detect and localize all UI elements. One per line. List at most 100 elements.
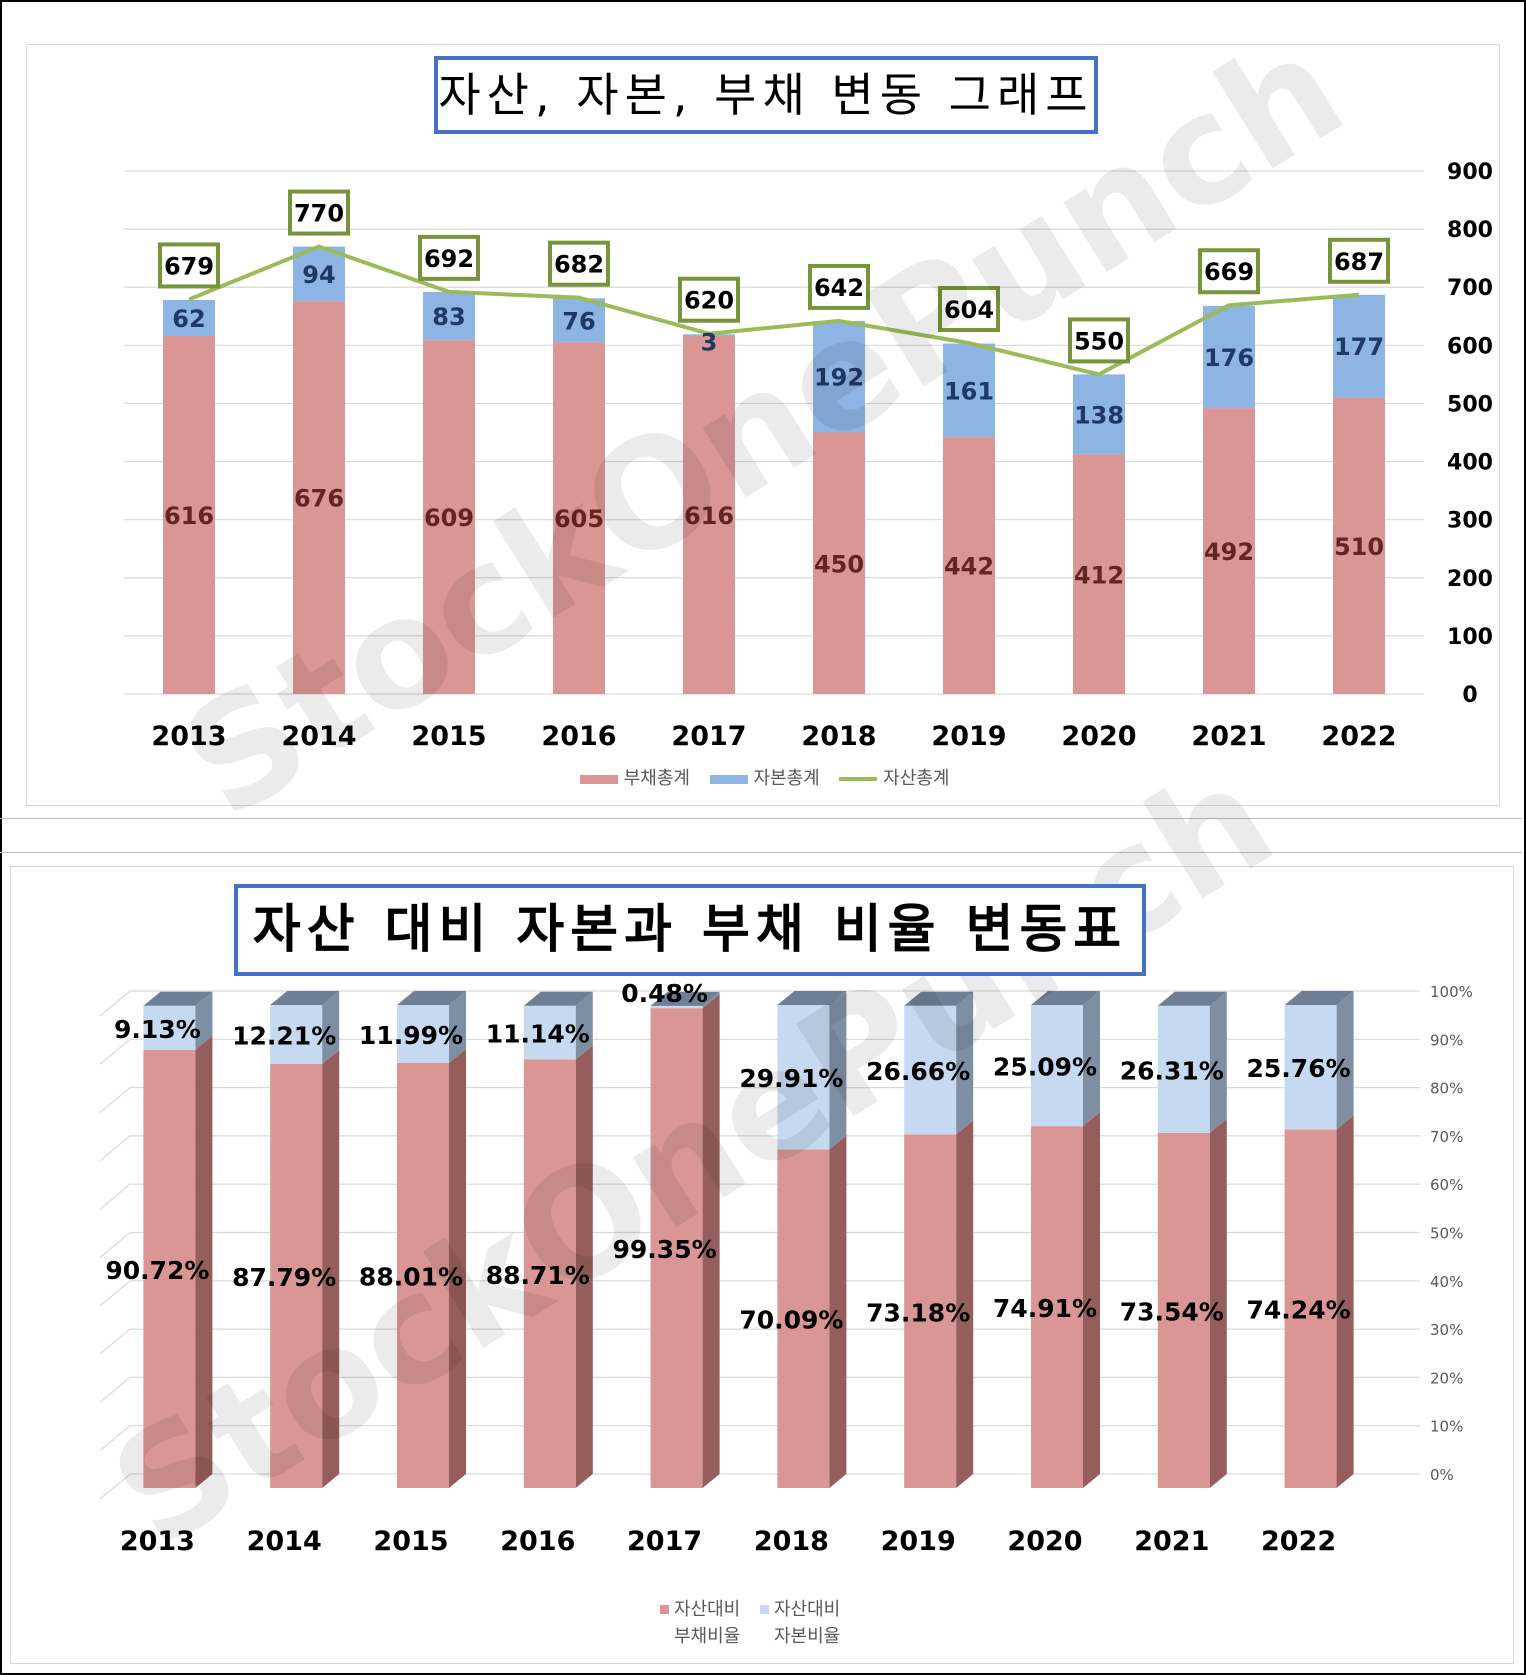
gridline-diagonal [99,1135,131,1162]
legend-label: 자본비율 [773,1626,841,1647]
bar-side-debt [956,1120,974,1488]
y-tick-label: 800 [1447,218,1493,243]
gridline-diagonal [99,1087,131,1114]
data-label-debt-ratio: 90.72% [105,1256,209,1285]
legend-item-debt-ratio: 자산대비 부채비율 [660,1596,740,1650]
y-tick-label: 30% [1430,1321,1463,1339]
bar-side-debt [702,994,720,1488]
data-label-equity: 177 [1334,333,1384,361]
bar-side-equity [449,991,466,1063]
data-label-equity-ratio: 26.66% [866,1057,970,1086]
data-label-box-assets [548,240,610,287]
bar-liabilities [1333,397,1385,694]
bar-debt-ratio [270,1063,323,1488]
bar-equity [1333,294,1385,398]
legend-item-liabilities: 부채총계 [580,764,690,790]
x-tick-label: 2014 [281,721,356,752]
legend-label: 자산대비 [773,1599,841,1620]
bar-top-face [1157,991,1227,1006]
data-label-box-assets [158,242,220,289]
chart2-panel [10,866,1514,1664]
data-label-debt-ratio: 73.18% [866,1298,970,1327]
x-tick-label: 2016 [500,1526,575,1557]
bar-side-debt [1336,1115,1354,1488]
data-label-liabilities: 510 [1334,533,1384,561]
data-label-assets: 620 [684,287,734,315]
bar-side-debt [449,1048,466,1488]
data-label-equity-ratio: 25.09% [993,1053,1097,1082]
data-label-box-assets [938,286,1000,333]
legend-swatch [660,1605,669,1614]
bar-side-debt [575,1045,593,1488]
bar-liabilities [683,336,735,694]
x-tick-label: 2021 [1191,721,1266,752]
bar-equity [1073,374,1125,455]
separator-line [0,818,1522,819]
gridline-diagonal [99,1280,131,1307]
bar-debt-ratio [397,1062,449,1488]
chart1-plot: 616 62 676 94 609 83 605 76 616 3 450 192 442 161 412 1… [124,160,1493,752]
legend-label: 부채비율 [674,1626,741,1647]
bar-equity-ratio [904,1005,957,1135]
bar-side-debt [195,1035,213,1488]
bar-equity [423,291,475,341]
data-label-equity: 83 [432,303,465,331]
y-tick-label: 400 [1447,451,1493,476]
y-tick-label: 500 [1447,392,1493,417]
bar-debt-ratio [1031,1126,1083,1488]
data-label-equity: 94 [302,261,335,289]
bar-side-equity [575,991,593,1060]
bar-liabilities [813,432,865,694]
bar-equity-ratio [1284,1005,1337,1130]
data-label-equity-ratio: 11.99% [359,1021,463,1050]
data-label-equity: 176 [1204,344,1254,372]
bar-top-face [143,991,213,1006]
x-tick-label: 2018 [801,721,876,752]
x-tick-label: 2013 [120,1526,195,1557]
legend-label: 자산대비 [674,1599,741,1620]
data-label-assets: 687 [1334,248,1384,276]
y-tick-label: 50% [1430,1225,1463,1243]
gridline-diagonal [99,1038,131,1065]
bar-side-debt [1209,1118,1227,1488]
line-assets [188,244,1360,377]
bar-side-equity [1336,991,1354,1130]
data-label-debt-ratio: 87.79% [232,1263,336,1292]
bar-liabilities [163,336,215,694]
x-tick-label: 2014 [247,1526,322,1557]
bar-debt-ratio [777,1149,830,1488]
legend-swatch [580,774,618,784]
bar-top-face [904,991,974,1006]
x-tick-label: 2017 [627,1526,702,1557]
data-label-box-assets [288,189,350,236]
y-tick-label: 90% [1430,1031,1463,1049]
data-label-debt-ratio: 74.91% [993,1294,1097,1323]
legend-label: 자산총계 [883,768,950,789]
data-label-box-assets [1068,317,1130,364]
y-tick-label: 70% [1430,1128,1463,1146]
data-label-assets: 550 [1074,327,1124,355]
bar-equity [813,320,865,433]
bar-debt-ratio [650,1008,703,1488]
data-label-debt-ratio: 99.35% [613,1235,717,1264]
y-tick-label: 900 [1447,160,1493,185]
bar-side-equity [195,991,213,1050]
data-label-liabilities: 676 [294,485,344,513]
data-label-equity-ratio: 25.76% [1247,1054,1351,1083]
gridline-diagonal [99,1232,131,1258]
bar-side-debt [829,1135,847,1488]
data-label-equity-ratio: 12.21% [232,1021,336,1050]
x-tick-label: 2022 [1321,721,1396,752]
data-label-box-assets [678,276,740,323]
x-tick-label: 2016 [541,721,616,752]
legend-item-equity-ratio: 자산대비 자본비율 [759,1596,841,1650]
bar-liabilities [553,342,605,694]
data-label-assets: 679 [164,252,214,280]
data-label-liabilities: 450 [814,550,864,578]
bar-top-face [270,991,340,1005]
data-label-liabilities: 442 [944,553,994,581]
x-tick-label: 2015 [411,721,486,752]
y-tick-label: 60% [1430,1176,1463,1194]
bar-debt-ratio [523,1059,576,1488]
data-label-debt-ratio: 73.54% [1120,1297,1224,1326]
